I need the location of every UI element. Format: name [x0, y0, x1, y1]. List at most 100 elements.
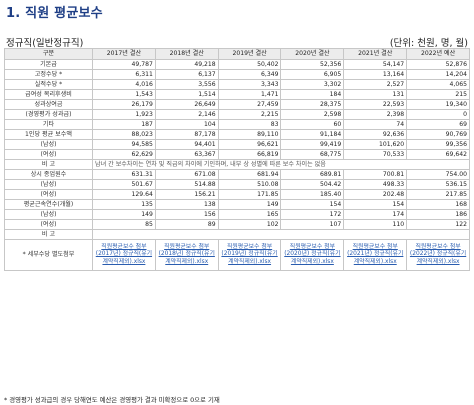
attachment-link[interactable]: 직원평균보수 첨부 (2018년) 정규직(유기계약직제외).xlsx	[154, 239, 219, 271]
attachment-label: * 세부수당 별도첨부	[4, 239, 93, 271]
table-row: 실적수당 * 4,016 3,556 3,343 3,302 2,527 4,065	[4, 79, 470, 90]
row-label: (여성)	[4, 149, 93, 160]
column-header: 2022년 예산	[406, 48, 470, 60]
table-row: 1인당 평균 보수액 88,023 87,178 89,110 91,184 92,636…	[4, 129, 470, 140]
cell-value: 104	[154, 119, 219, 130]
cell-value: 2,146	[154, 109, 219, 120]
cell-value: 504.42	[280, 179, 345, 190]
table-row: (여성) 129.64 156.21 171.85 185.40 202.48 217.85	[4, 189, 470, 200]
cell-value: 1,923	[92, 109, 156, 120]
row-label: 고정수당 *	[4, 69, 93, 80]
cell-value: 700.81	[343, 169, 408, 180]
cell-value: 165	[217, 209, 282, 220]
row-label: (여성)	[4, 189, 93, 200]
cell-value: 90,769	[406, 129, 470, 140]
cell-value: 22,593	[343, 99, 408, 110]
cell-value: 536.15	[406, 179, 470, 190]
attachment-link[interactable]: 직원평균보수 첨부 (2021년) 정규직(유기계약직제외).xlsx	[343, 239, 408, 271]
cell-value: 110	[343, 219, 408, 230]
attachment-link[interactable]: 직원평균보수 첨부 (2020년) 정규직(유기계약직제외).xlsx	[280, 239, 345, 271]
cell-value: 28,375	[280, 99, 345, 110]
cell-value: 2,598	[280, 109, 345, 120]
note-row: 비 고	[4, 229, 470, 240]
cell-value: 4,016	[92, 79, 156, 90]
section-subtitle: 정규직(일반정규직)	[6, 38, 84, 49]
cell-value: 50,402	[217, 59, 282, 70]
cell-value: 129.64	[92, 189, 156, 200]
cell-value: 13,164	[343, 69, 408, 80]
attachment-link[interactable]: 직원평균보수 첨부 (2017년) 정규직(유기계약직제외).xlsx	[92, 239, 156, 271]
cell-value: 6,349	[217, 69, 282, 80]
cell-value: 107	[280, 219, 345, 230]
cell-value: 215	[406, 89, 470, 100]
cell-value: 1,514	[154, 89, 219, 100]
cell-value: 88,023	[92, 129, 156, 140]
cell-value: 102	[217, 219, 282, 230]
salary-table: 구분 2017년 결산 2018년 결산 2019년 결산 2020년 결산 2…	[4, 48, 470, 271]
cell-value: 87,178	[154, 129, 219, 140]
cell-value: 501.67	[92, 179, 156, 190]
cell-value: 62,629	[92, 149, 156, 160]
cell-value: 85	[92, 219, 156, 230]
cell-value: 91,184	[280, 129, 345, 140]
cell-value: 52,356	[280, 59, 345, 70]
table-row: (남성) 149 156 165 172 174 186	[4, 209, 470, 220]
cell-value: 681.94	[217, 169, 282, 180]
cell-value: 149	[217, 199, 282, 210]
cell-value: 94,401	[154, 139, 219, 150]
employee-rows: 상시 종업원수 631.31 671.08 681.94 689.81 700.81 754…	[4, 169, 470, 230]
cell-value: 96,621	[217, 139, 282, 150]
cell-value: 138	[154, 199, 219, 210]
cell-value: 135	[92, 199, 156, 210]
table-row: (남성) 94,585 94,401 96,621 99,419 101,620 99,35…	[4, 139, 470, 150]
cell-value: 2,527	[343, 79, 408, 90]
cell-value: 186	[406, 209, 470, 220]
cell-value: 156.21	[154, 189, 219, 200]
cell-value: 68,775	[280, 149, 345, 160]
cell-value: 27,459	[217, 99, 282, 110]
cell-value: 3,556	[154, 79, 219, 90]
table-row: (남성) 501.67 514.88 510.08 504.42 498.33 536.15	[4, 179, 470, 190]
cell-value: 14,204	[406, 69, 470, 80]
table-row: (경영평가 성과급) 1,923 2,146 2,215 2,598 2,398 0	[4, 109, 470, 120]
cell-value: 63,367	[154, 149, 219, 160]
cell-value: 149	[92, 209, 156, 220]
table-row: 기본급 49,787 49,218 50,402 52,356 54,147 52,876	[4, 59, 470, 70]
cell-value: 99,356	[406, 139, 470, 150]
note-text: 남녀 간 보수차이는 연차 및 직급의 차이에 기인하며, 내부 상 성별에 따…	[92, 159, 470, 170]
row-label: 실적수당 *	[4, 79, 93, 90]
cell-value: 514.88	[154, 179, 219, 190]
cell-value: 26,649	[154, 99, 219, 110]
cell-value: 83	[217, 119, 282, 130]
attachment-link[interactable]: 직원평균보수 첨부 (2019년) 정규직(유기계약직제외).xlsx	[217, 239, 282, 271]
table-row: (여성) 85 89 102 107 110 122	[4, 219, 470, 230]
table-row: 상시 종업원수 631.31 671.08 681.94 689.81 700.81 754…	[4, 169, 470, 180]
cell-value: 171.85	[217, 189, 282, 200]
cell-value: 4,065	[406, 79, 470, 90]
cell-value: 70,533	[343, 149, 408, 160]
column-header: 2019년 결산	[217, 48, 282, 60]
row-label: (남성)	[4, 209, 93, 220]
note-label: 비 고	[4, 229, 93, 240]
attachment-row: * 세부수당 별도첨부 직원평균보수 첨부 (2017년) 정규직(유기계약직제…	[4, 239, 470, 271]
cell-value: 6,311	[92, 69, 156, 80]
column-header: 2018년 결산	[154, 48, 219, 60]
row-label: 기본급	[4, 59, 93, 70]
cell-value: 101,620	[343, 139, 408, 150]
row-label: 평균근속연수(개월)	[4, 199, 93, 210]
cell-value: 54,147	[343, 59, 408, 70]
cell-value: 3,343	[217, 79, 282, 90]
cell-value: 1,471	[217, 89, 282, 100]
salary-rows: 기본급 49,787 49,218 50,402 52,356 54,147 52,876 고…	[4, 59, 470, 160]
attachment-link[interactable]: 직원평균보수 첨부 (2022년) 정규직(유기계약직제외).xlsx	[406, 239, 470, 271]
cell-value: 66,819	[217, 149, 282, 160]
cell-value: 94,585	[92, 139, 156, 150]
cell-value: 498.33	[343, 179, 408, 190]
table-header-row: 구분 2017년 결산 2018년 결산 2019년 결산 2020년 결산 2…	[4, 48, 470, 60]
row-label: 성과상여금	[4, 99, 93, 110]
column-header: 2020년 결산	[280, 48, 345, 60]
cell-value: 174	[343, 209, 408, 220]
cell-value: 202.48	[343, 189, 408, 200]
cell-value: 99,419	[280, 139, 345, 150]
unit-label: (단위: 천원, 명, 월)	[389, 38, 468, 49]
